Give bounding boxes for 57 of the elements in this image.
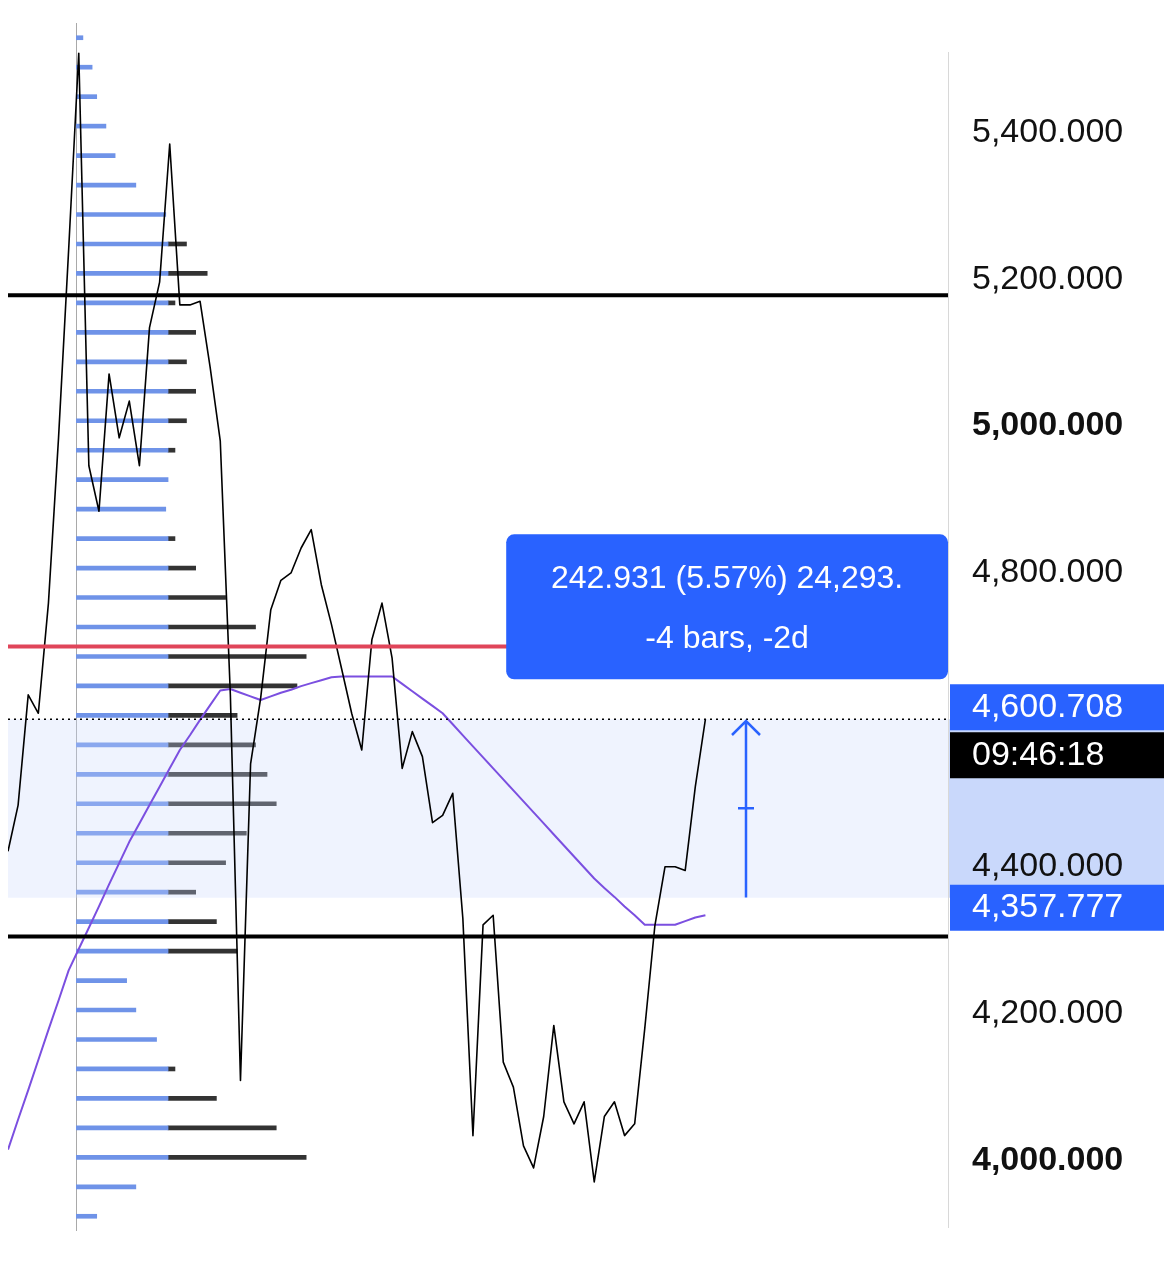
y-tick-label: 5,200.000	[972, 257, 1124, 296]
bar	[76, 271, 169, 276]
bar	[167, 889, 197, 895]
bar	[167, 860, 226, 866]
bar	[167, 447, 176, 453]
ref-line-label: 4,600.708	[972, 685, 1124, 724]
bar	[167, 1096, 217, 1101]
bar	[167, 654, 307, 659]
bar	[167, 801, 277, 807]
band-label: 4,357.777	[972, 886, 1124, 925]
bar	[76, 1155, 169, 1160]
bar	[76, 889, 169, 895]
bar	[76, 1184, 137, 1190]
bar	[76, 388, 169, 394]
bar	[167, 1155, 307, 1160]
y-tick-label: 4,000.000	[972, 1138, 1124, 1177]
bar	[167, 830, 247, 836]
y-tick-label: 4,400.000	[972, 845, 1124, 884]
bar	[167, 713, 238, 718]
bar	[76, 919, 169, 924]
bar	[76, 477, 169, 483]
bar	[76, 94, 98, 99]
bar	[76, 212, 167, 217]
y-tick-label: 4,800.000	[972, 551, 1124, 590]
bar	[167, 330, 197, 335]
bar	[167, 271, 208, 276]
bar	[76, 536, 169, 541]
y-tick-label: 5,400.000	[972, 110, 1124, 149]
bar	[76, 654, 169, 659]
bar	[76, 713, 169, 718]
bar	[76, 595, 169, 600]
bar	[76, 447, 169, 453]
bar	[76, 330, 169, 335]
bar	[76, 771, 169, 777]
bar	[167, 919, 217, 924]
bar	[167, 536, 176, 541]
bar	[76, 830, 169, 836]
bar	[167, 359, 187, 365]
bar	[76, 418, 169, 424]
bar	[76, 801, 169, 807]
bar	[76, 1096, 169, 1101]
bar	[76, 1213, 98, 1219]
bar	[167, 388, 197, 394]
text: 09:46:18	[972, 733, 1105, 772]
bar	[76, 1037, 157, 1042]
y-tick-label: 5,000.000	[972, 404, 1124, 443]
bar	[76, 359, 169, 365]
bar	[167, 418, 187, 424]
bar	[76, 978, 127, 983]
annotation: -4 bars, -2d	[645, 619, 809, 656]
bar	[167, 771, 268, 777]
y-tick-label: 4,200.000	[972, 992, 1124, 1031]
bar	[167, 595, 226, 600]
bar	[76, 860, 169, 866]
bar	[76, 35, 84, 41]
bar	[76, 153, 116, 158]
annotation: 242.931 (5.57%) 24,293.	[550, 559, 904, 596]
